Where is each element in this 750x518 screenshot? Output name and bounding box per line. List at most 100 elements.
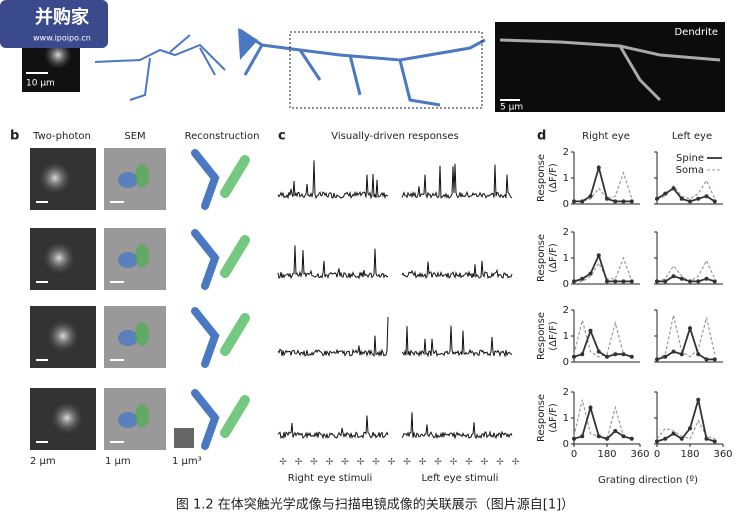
response-trace xyxy=(277,245,389,280)
logo-url: www.ipoipo.cn xyxy=(33,34,91,43)
soma-shape xyxy=(238,28,258,60)
reconstruction xyxy=(191,229,220,290)
y-tick-label: 1 xyxy=(563,413,569,424)
stimulus-icon: ✢ xyxy=(341,458,349,468)
spine-point xyxy=(629,354,634,359)
response-trace xyxy=(277,316,389,357)
legend-label: Soma xyxy=(676,165,704,176)
stimulus-icon: ✢ xyxy=(326,458,334,468)
reconstruction xyxy=(220,395,250,438)
x-tick-label: 180 xyxy=(597,449,616,460)
spine-point xyxy=(596,253,601,258)
y-tick-label: 1 xyxy=(563,173,569,184)
spine-point xyxy=(605,354,609,359)
spine-point xyxy=(712,357,717,362)
logo-box xyxy=(0,0,108,48)
stimulus-icon: ✢ xyxy=(481,458,489,468)
reconstruction xyxy=(191,149,220,210)
spine-point xyxy=(688,279,692,284)
stimulus-icon: ✢ xyxy=(357,458,365,468)
stimulus-icon: ✢ xyxy=(372,458,380,468)
spine-point xyxy=(605,436,609,441)
y-tick-label: 2 xyxy=(563,227,569,238)
stimulus-label: Left eye stimuli xyxy=(422,473,499,484)
y-axis-label: (ΔF/F) xyxy=(548,321,559,351)
y-tick-label: 1 xyxy=(563,253,569,264)
spine-blob xyxy=(51,402,83,434)
spine-point xyxy=(663,191,668,196)
spine-point xyxy=(679,436,684,441)
spine-point xyxy=(671,274,676,279)
y-axis-label: Response xyxy=(536,394,547,442)
spine-point xyxy=(605,279,609,284)
spine-point xyxy=(679,196,684,201)
stimulus-icon: ✢ xyxy=(419,458,427,468)
spine-point xyxy=(671,186,676,191)
spine-point xyxy=(671,431,676,436)
sem-bouton xyxy=(135,404,149,428)
neuron-reconstruction xyxy=(94,34,226,101)
x-tick-label: 360 xyxy=(713,449,732,460)
soma-curve xyxy=(656,315,716,360)
scale-label: 10 µm xyxy=(26,79,55,89)
x-tick-label: 0 xyxy=(654,449,660,460)
spine-point xyxy=(613,352,618,357)
stimulus-icon: ✢ xyxy=(388,458,396,468)
spine-point xyxy=(704,357,709,362)
spine-blob xyxy=(47,320,79,352)
scale-label: 1 µm³ xyxy=(172,456,202,467)
spine-point xyxy=(596,165,601,170)
response-trace xyxy=(401,412,513,440)
stimulus-icon: ✢ xyxy=(310,458,318,468)
spine-point xyxy=(696,352,701,357)
y-tick-label: 0 xyxy=(563,199,569,210)
y-axis-label: Response xyxy=(536,234,547,282)
spine-blob xyxy=(39,162,71,194)
spine-point xyxy=(696,397,701,402)
spine-point xyxy=(655,196,659,201)
dendrite-image xyxy=(495,22,725,112)
spine-point xyxy=(671,349,676,354)
stimulus-icon: ✢ xyxy=(403,458,411,468)
y-axis-label: (ΔF/F) xyxy=(548,243,559,273)
y-tick-label: 1 xyxy=(563,331,569,342)
spine-point xyxy=(712,279,717,284)
response-trace xyxy=(277,160,389,200)
spine-point xyxy=(696,279,701,284)
spine-point xyxy=(621,352,626,357)
column-header: Left eye xyxy=(672,131,712,142)
spine-point xyxy=(712,439,717,444)
spine-curve xyxy=(656,399,716,443)
y-axis-label: (ΔF/F) xyxy=(548,163,559,193)
spine-point xyxy=(580,434,585,439)
spine-point xyxy=(629,279,634,284)
reconstruction xyxy=(191,307,220,368)
y-axis-label: Response xyxy=(536,154,547,202)
spine-point xyxy=(679,352,684,357)
spine-point xyxy=(663,354,668,359)
column-header: Reconstruction xyxy=(185,131,260,142)
spine-point xyxy=(688,199,692,204)
legend-label: Spine xyxy=(676,153,704,164)
spine-point xyxy=(621,199,626,204)
sem-bouton xyxy=(135,164,149,188)
reconstruction xyxy=(220,155,250,198)
spine-point xyxy=(696,196,701,201)
stimulus-icon: ✢ xyxy=(512,458,520,468)
spine-point xyxy=(621,434,626,439)
column-header: Right eye xyxy=(582,131,630,142)
x-tick-label: 180 xyxy=(680,449,699,460)
column-header: SEM xyxy=(124,131,145,142)
spine-point xyxy=(613,199,618,204)
reconstruction xyxy=(220,235,250,278)
sem-spine xyxy=(118,172,138,188)
x-tick-label: 0 xyxy=(571,449,577,460)
soma-curve xyxy=(656,259,716,283)
y-tick-label: 0 xyxy=(563,357,569,368)
spine-point xyxy=(688,326,692,331)
stimulus-icon: ✢ xyxy=(434,458,442,468)
spine-point xyxy=(655,439,659,444)
sem-spine xyxy=(118,412,138,428)
dendrite-path xyxy=(499,38,721,102)
reconstruction xyxy=(220,313,250,356)
